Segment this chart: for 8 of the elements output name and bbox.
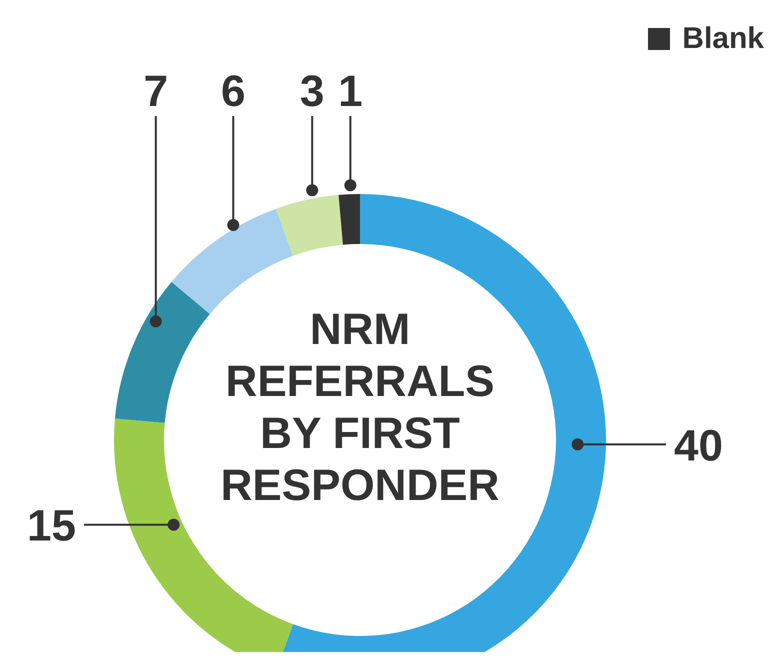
- text: NRM REFERRALS BY FIRST RESPONDER: [220, 305, 500, 510]
- legend-label: Blank: [682, 22, 764, 56]
- data-label: 40: [674, 421, 723, 470]
- data-label: 1: [338, 67, 363, 116]
- data-label: 15: [27, 502, 76, 551]
- data-label: 3: [300, 67, 324, 116]
- data-label: 6: [220, 67, 246, 116]
- data-label: 7: [144, 67, 168, 116]
